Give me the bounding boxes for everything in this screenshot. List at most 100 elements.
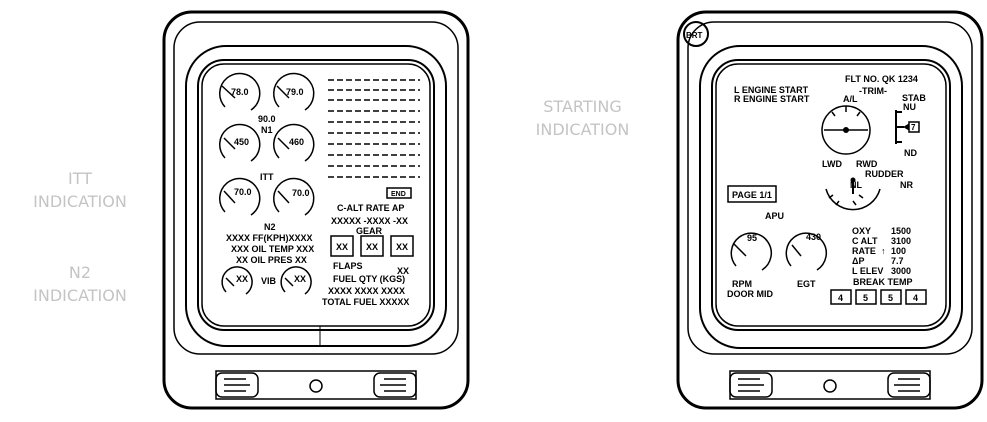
cabin-rate-label: RATE [852, 246, 876, 256]
brake-temp-4: 4 [913, 293, 918, 303]
brake-temp-box-1 [830, 289, 852, 305]
right-unit-frame [699, 45, 963, 349]
n2-left-value: 70.0 [234, 187, 252, 197]
gear-box-right [390, 235, 414, 257]
right-unit-screen-outer [711, 59, 951, 331]
stab-nu-label: NU [903, 102, 916, 112]
brt-button[interactable] [683, 21, 709, 47]
delta-p-value: 7.7 [891, 256, 904, 266]
apu-egt-gauge-needle [791, 244, 802, 257]
right-unit-outer-bezel [676, 10, 984, 410]
left-unit-screen-outer [197, 59, 435, 331]
left-brightness-knob-left[interactable] [215, 372, 259, 398]
n1-center-value: 90.0 [258, 114, 276, 124]
right-knob-left-ridges [738, 378, 764, 392]
n2-right-value: 70.0 [292, 188, 310, 198]
itt-right-gauge-arc [272, 123, 315, 162]
l-engine-start: L ENGINE START [734, 85, 809, 95]
vib-left-value: XX [236, 274, 248, 284]
brake-temp-2: 5 [863, 293, 868, 303]
stab-nd-label: ND [904, 148, 917, 158]
oil-temp-line: XXX OIL TEMP XXX [231, 244, 314, 254]
rudder-label: RUDDER [865, 169, 904, 179]
n1-left-gauge-arc [218, 72, 261, 111]
aileron-trim-tick-right [856, 111, 861, 117]
cabin-alt-label: C ALT [852, 236, 878, 246]
brake-temp-box-2 [855, 289, 877, 305]
brake-temp-label: BREAK TEMP [853, 277, 913, 287]
door-mid-label: DOOR MID [727, 289, 773, 299]
stab-trim-pointer [903, 123, 910, 131]
n2-right-gauge-arc [272, 177, 315, 216]
rudder-trim-needle-tip [850, 177, 856, 183]
n2-left-gauge-needle [223, 190, 236, 204]
left-brightness-knob-right[interactable] [373, 372, 417, 398]
apu-egt-label: EGT [797, 279, 816, 289]
n1-left-value: 78.0 [231, 87, 249, 97]
r-engine-start: R ENGINE START [734, 94, 810, 104]
brt-label: BRT [686, 31, 703, 40]
itt-indication-callout: ITT INDICATION [33, 169, 127, 211]
rudder-trim-ticks [828, 194, 864, 206]
right-unit-screen [715, 63, 947, 327]
page-box[interactable] [727, 185, 777, 203]
itt-left-gauge-needle [223, 137, 236, 150]
fuel-flow-line: XXXX FF(KPH)XXXX [226, 233, 313, 243]
n1-label: N1 [261, 125, 273, 135]
brake-temp-box-3 [880, 289, 902, 305]
oxy-label: OXY [852, 226, 871, 236]
stab-label: STAB [902, 93, 926, 103]
right-unit-inner-bezel [687, 21, 973, 355]
right-brightness-knob-left[interactable] [729, 372, 773, 398]
cabin-alt-value: 3100 [891, 236, 911, 246]
starting-indication-callout: STARTING INDICATION [535, 97, 630, 139]
oxy-value: 1500 [891, 226, 911, 236]
right-display-unit [676, 10, 984, 410]
apu-label: APU [765, 211, 784, 221]
right-brightness-knob-right[interactable] [887, 372, 931, 398]
brake-temp-1: 4 [838, 293, 843, 303]
n2-left-gauge-arc [218, 177, 261, 216]
end-box [386, 187, 412, 199]
n2-right-gauge-needle [277, 190, 290, 204]
left-unit-outer-bezel [162, 10, 470, 410]
brake-temp-box-4 [905, 289, 927, 305]
gear-label: GEAR [356, 226, 383, 236]
flight-number: FLT NO. QK 1234 [845, 74, 918, 84]
rwd-label: RWD [856, 159, 878, 169]
cabin-rate-arrow-icon: ↑ [881, 246, 886, 256]
itt-left-gauge-arc [218, 123, 261, 162]
vib-label: VIB [261, 276, 277, 286]
cabin-rate-value: 100 [891, 246, 906, 256]
right-light-sensor [823, 379, 837, 393]
vib-right-gauge-needle [284, 277, 294, 287]
itt-label: ITT [260, 172, 274, 182]
left-knob-right-ridges [380, 378, 406, 392]
left-display-unit [162, 10, 470, 410]
n2-indication-callout: N2 INDICATION [33, 263, 127, 305]
left-knob-left-ridges [224, 378, 250, 392]
flaps-label: FLAPS [333, 261, 363, 271]
right-knob-right-ridges [894, 378, 920, 392]
aileron-label: A/L [843, 94, 858, 104]
n1-left-gauge-needle [221, 85, 236, 99]
rudder-nl-label: NL [850, 180, 862, 190]
delta-p-label: ΔP [852, 256, 864, 266]
itt-right-gauge-needle [277, 137, 290, 150]
vib-right-value: XX [294, 274, 306, 284]
page-label: PAGE 1/1 [732, 190, 772, 200]
stab-trim-value: 7 [911, 123, 916, 132]
aileron-trim-hub [843, 127, 849, 133]
apu-egt-value: 430 [806, 232, 821, 242]
left-unit-screen [201, 63, 431, 327]
vib-left-gauge-arc [221, 266, 253, 295]
n2-label: N2 [264, 222, 276, 232]
n1-right-gauge-arc [272, 72, 315, 111]
total-fuel: TOTAL FUEL XXXXX [322, 297, 409, 307]
apu-egt-gauge-arc [785, 232, 827, 271]
fuel-qty-label: FUEL QTY (KGS) [333, 274, 405, 284]
apu-rpm-gauge-arc [730, 232, 772, 271]
lwd-label: LWD [822, 159, 842, 169]
